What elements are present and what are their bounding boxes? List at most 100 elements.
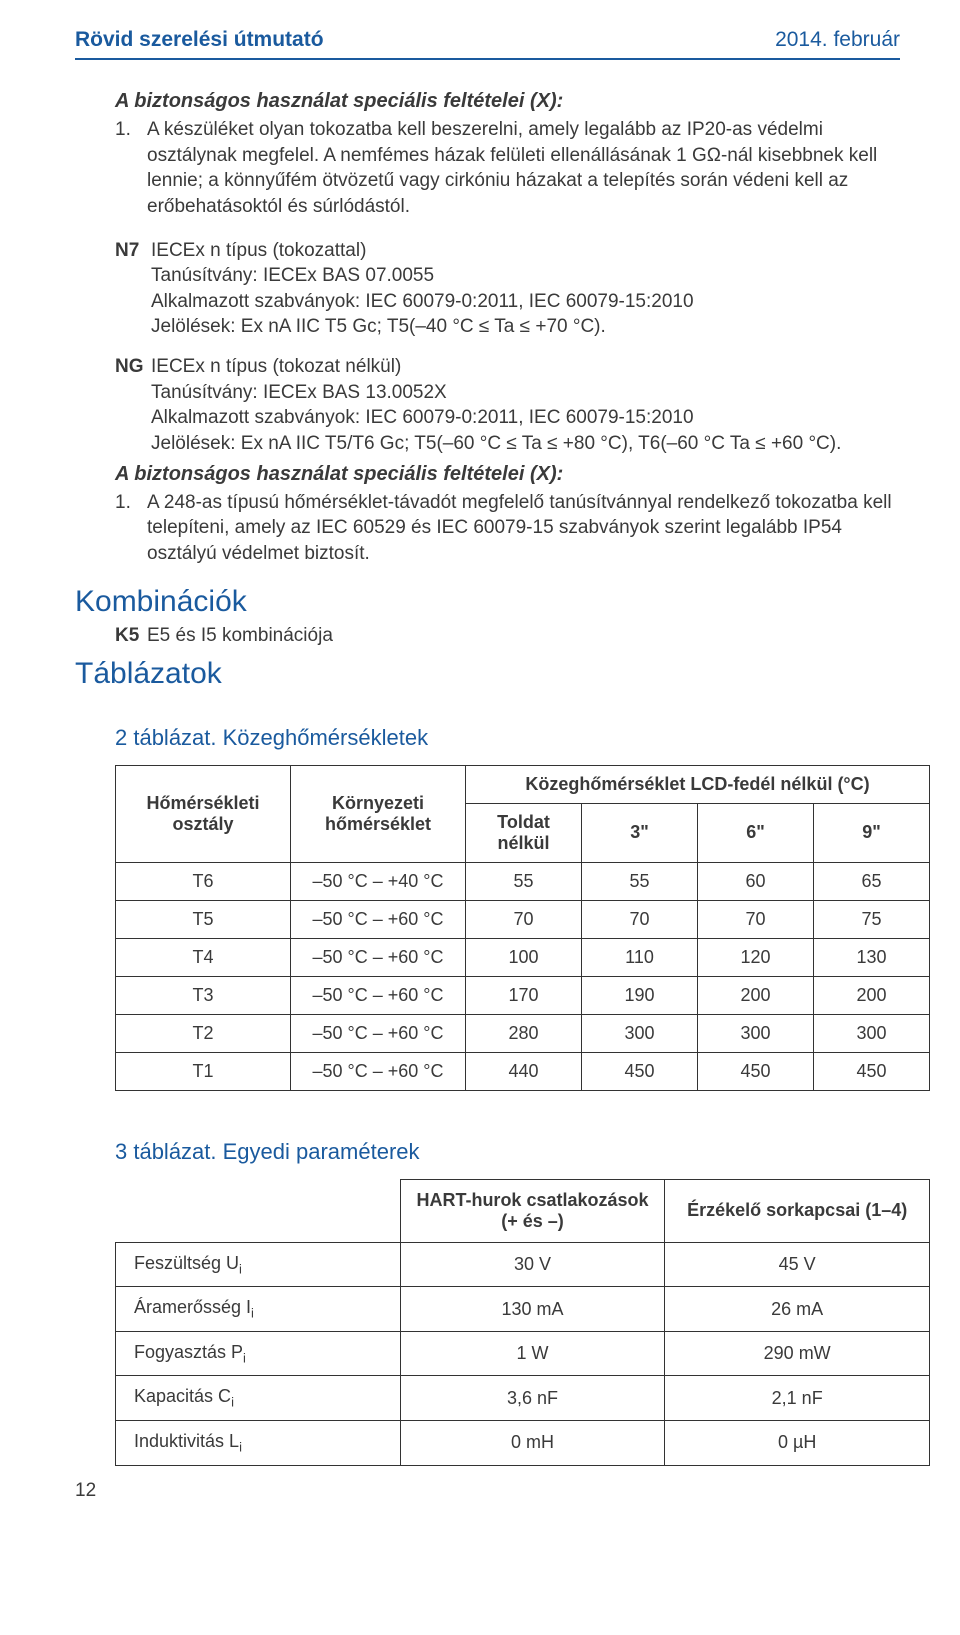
table-cell: 450 xyxy=(582,1052,698,1090)
list-number: 1. xyxy=(115,490,147,567)
table-cell: T1 xyxy=(116,1052,291,1090)
n7-title: IECEx n típus (tokozattal) xyxy=(151,238,366,264)
list-number: 1. xyxy=(115,117,147,220)
page-header: Rövid szerelési útmutató 2014. február xyxy=(75,28,900,60)
n7-cert: Tanúsítvány: IECEx BAS 07.0055 xyxy=(151,263,900,289)
t2-h-sub2: 3" xyxy=(582,803,698,862)
table-row: T4–50 °C – +60 °C100110120130 xyxy=(116,938,930,976)
t2-h-sub1: Toldat nélkül xyxy=(466,803,582,862)
table-cell: 70 xyxy=(698,900,814,938)
table-cell: 0 mH xyxy=(400,1420,665,1465)
list-text: A 248-as típusú hőmérséklet-távadót megf… xyxy=(147,490,900,567)
safety-title-1: A biztonságos használat speciális feltét… xyxy=(115,90,900,113)
ng-standards: Alkalmazott szabványok: IEC 60079-0:2011… xyxy=(151,405,900,431)
table-cell: –50 °C – +40 °C xyxy=(291,862,466,900)
param-label: Induktivitás Li xyxy=(116,1420,401,1465)
table-row: Áramerősség Ii130 mA26 mA xyxy=(116,1287,930,1332)
table-row: T2–50 °C – +60 °C280300300300 xyxy=(116,1014,930,1052)
k5-text: E5 és I5 kombinációja xyxy=(147,625,333,646)
table-cell: –50 °C – +60 °C xyxy=(291,900,466,938)
k5-tag: K5 xyxy=(115,625,147,647)
k5-line: K5E5 és I5 kombinációja xyxy=(115,625,900,647)
table-cell: –50 °C – +60 °C xyxy=(291,1052,466,1090)
tablazatok-heading: Táblázatok xyxy=(75,657,900,691)
t3-h-sensor: Érzékelő sorkapcsai (1–4) xyxy=(665,1179,930,1242)
table-cell: 70 xyxy=(582,900,698,938)
table-cell: 440 xyxy=(466,1052,582,1090)
table-cell: 3,6 nF xyxy=(400,1376,665,1421)
page-number: 12 xyxy=(75,1480,900,1502)
t2-h-sub3: 6" xyxy=(698,803,814,862)
table-cell: 200 xyxy=(698,976,814,1014)
table-cell: –50 °C – +60 °C xyxy=(291,1014,466,1052)
param-label: Fogyasztás Pi xyxy=(116,1331,401,1376)
list-text: A készüléket olyan tokozatba kell beszer… xyxy=(147,117,900,220)
table-cell: 30 V xyxy=(400,1242,665,1287)
t2-h-sub4: 9" xyxy=(814,803,930,862)
table-cell: 75 xyxy=(814,900,930,938)
table-cell: 120 xyxy=(698,938,814,976)
header-title: Rövid szerelési útmutató xyxy=(75,28,324,52)
table-cell: T5 xyxy=(116,900,291,938)
param-label: Feszültség Ui xyxy=(116,1242,401,1287)
table-cell: 110 xyxy=(582,938,698,976)
t2-h-env: Környezeti hőmérséklet xyxy=(291,765,466,862)
safety-conditions-2: A biztonságos használat speciális feltét… xyxy=(115,463,900,567)
t3-h-blank xyxy=(116,1179,401,1242)
table-cell: 450 xyxy=(814,1052,930,1090)
table-cell: –50 °C – +60 °C xyxy=(291,976,466,1014)
table-row: Feszültség Ui30 V45 V xyxy=(116,1242,930,1287)
safety-title-2: A biztonságos használat speciális feltét… xyxy=(115,463,900,486)
ng-cert: Tanúsítvány: IECEx BAS 13.0052X xyxy=(151,380,900,406)
table-cell: 280 xyxy=(466,1014,582,1052)
ng-tag: NG xyxy=(115,354,151,380)
table-cell: 190 xyxy=(582,976,698,1014)
table-cell: 300 xyxy=(698,1014,814,1052)
ng-entry: NG IECEx n típus (tokozat nélkül) Tanúsí… xyxy=(115,354,900,457)
table-2: Hőmérsékleti osztály Környezeti hőmérsék… xyxy=(115,765,930,1091)
safety-item-2: 1. A 248-as típusú hőmérséklet-távadót m… xyxy=(115,490,900,567)
table-cell: 2,1 nF xyxy=(665,1376,930,1421)
t2-h-class: Hőmérsékleti osztály xyxy=(116,765,291,862)
table-cell: 130 mA xyxy=(400,1287,665,1332)
table-cell: 100 xyxy=(466,938,582,976)
table-cell: 26 mA xyxy=(665,1287,930,1332)
table-cell: 450 xyxy=(698,1052,814,1090)
n7-tag: N7 xyxy=(115,238,151,264)
header-date: 2014. február xyxy=(775,28,900,52)
table-cell: 0 µH xyxy=(665,1420,930,1465)
table-cell: T6 xyxy=(116,862,291,900)
table2-title: 2 táblázat. Közeghőmérsékletek xyxy=(115,725,900,751)
table-row: T5–50 °C – +60 °C70707075 xyxy=(116,900,930,938)
table-cell: 60 xyxy=(698,862,814,900)
table-cell: T2 xyxy=(116,1014,291,1052)
param-label: Kapacitás Ci xyxy=(116,1376,401,1421)
table-row: Fogyasztás Pi1 W290 mW xyxy=(116,1331,930,1376)
param-label: Áramerősség Ii xyxy=(116,1287,401,1332)
table-row: Induktivitás Li0 mH0 µH xyxy=(116,1420,930,1465)
table-cell: 200 xyxy=(814,976,930,1014)
table-cell: T3 xyxy=(116,976,291,1014)
ng-markings: Jelölések: Ex nA IIC T5/T6 Gc; T5(–60 °C… xyxy=(151,431,900,457)
table-row: T3–50 °C – +60 °C170190200200 xyxy=(116,976,930,1014)
n7-entry: N7 IECEx n típus (tokozattal) Tanúsítván… xyxy=(115,238,900,341)
table-cell: 55 xyxy=(582,862,698,900)
safety-conditions-1: A biztonságos használat speciális feltét… xyxy=(115,90,900,220)
table-row: T6–50 °C – +40 °C55556065 xyxy=(116,862,930,900)
table-cell: –50 °C – +60 °C xyxy=(291,938,466,976)
t2-h-span: Közeghőmérséklet LCD-fedél nélkül (°C) xyxy=(466,765,930,803)
table-cell: 300 xyxy=(582,1014,698,1052)
table-cell: T4 xyxy=(116,938,291,976)
safety-item-1: 1. A készüléket olyan tokozatba kell bes… xyxy=(115,117,900,220)
table-cell: 300 xyxy=(814,1014,930,1052)
n7-standards: Alkalmazott szabványok: IEC 60079-0:2011… xyxy=(151,289,900,315)
table3-title: 3 táblázat. Egyedi paraméterek xyxy=(115,1139,900,1165)
table-cell: 170 xyxy=(466,976,582,1014)
table-cell: 130 xyxy=(814,938,930,976)
kombinaciok-heading: Kombinációk xyxy=(75,585,900,619)
t3-h-hart: HART-hurok csatlakozások (+ és –) xyxy=(400,1179,665,1242)
table-row: Kapacitás Ci3,6 nF2,1 nF xyxy=(116,1376,930,1421)
table-cell: 45 V xyxy=(665,1242,930,1287)
table-cell: 65 xyxy=(814,862,930,900)
table-cell: 70 xyxy=(466,900,582,938)
